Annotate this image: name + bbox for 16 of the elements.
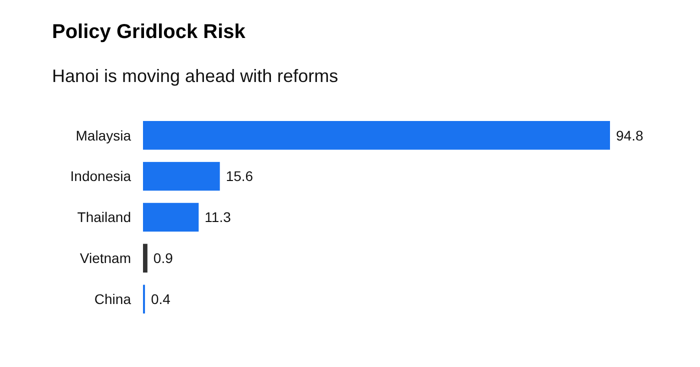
y-tick-label: Indonesia bbox=[70, 168, 132, 184]
bar bbox=[143, 162, 220, 191]
chart-subtitle: Hanoi is moving ahead with reforms bbox=[52, 66, 338, 86]
y-tick-label: China bbox=[94, 291, 132, 308]
bar bbox=[143, 121, 610, 150]
data-label: 0.4 bbox=[150, 291, 171, 308]
bar bbox=[143, 244, 148, 273]
data-label: 0.9 bbox=[153, 250, 174, 266]
bar bbox=[143, 202, 199, 232]
y-tick-label: Vietnam bbox=[80, 250, 131, 266]
y-tick-label: Thailand bbox=[77, 209, 131, 226]
data-label: 11.3 bbox=[204, 209, 232, 226]
y-tick-label: Malaysia bbox=[76, 127, 132, 144]
data-label: 94.8 bbox=[616, 127, 644, 144]
data-label: 15.6 bbox=[226, 168, 254, 184]
chart-title: Policy Gridlock Risk bbox=[52, 21, 246, 43]
